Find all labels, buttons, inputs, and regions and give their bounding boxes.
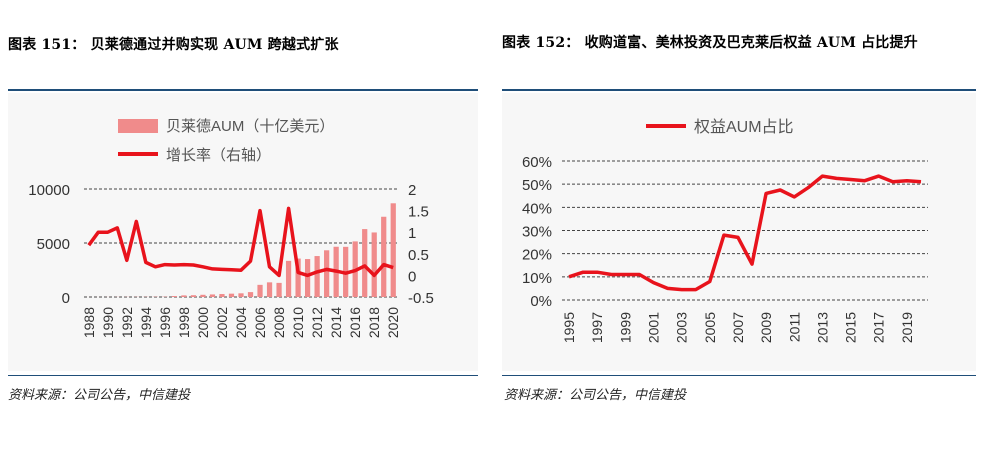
right-y-tick-label: 2 xyxy=(408,182,416,199)
right-figure-title: 图表 152： 收购道富、美林投资及巴克莱后权益 AUM 占比提升 xyxy=(502,35,918,51)
growth-rate-line xyxy=(87,206,394,278)
y-tick-label: 20% xyxy=(522,247,552,264)
x-tick-label: 2018 xyxy=(366,307,382,338)
left-source: 资料来源：公司公告，中信建投 xyxy=(8,388,191,403)
x-tick-label: 2013 xyxy=(814,312,830,343)
aum-bar xyxy=(371,232,377,297)
x-tick-label: 2010 xyxy=(290,307,306,338)
aum-bar xyxy=(304,259,311,297)
y-tick-label: 50% xyxy=(522,177,552,194)
x-tick-label: 2016 xyxy=(347,307,363,338)
x-tick-label: 1996 xyxy=(157,307,173,338)
x-tick-label: 2006 xyxy=(252,307,268,338)
right-y-tick-label: 1 xyxy=(408,225,416,242)
aum-bar xyxy=(285,260,292,297)
x-tick-label: 1988 xyxy=(81,307,97,338)
y-tick-label: 0% xyxy=(530,293,552,310)
left-figure-title: 图表 151： 贝莱德通过并购实现 AUM 跨越式扩张 xyxy=(8,37,339,53)
x-tick-label: 2007 xyxy=(730,312,746,343)
x-tick-label: 2015 xyxy=(843,312,859,343)
x-tick-label: 2012 xyxy=(309,307,325,338)
aum-bar xyxy=(257,284,263,297)
aum-bar xyxy=(266,282,273,297)
x-tick-label: 1997 xyxy=(589,312,605,343)
legend-line-label: 增长率（右轴） xyxy=(166,147,271,164)
right-y-tick-label: 1.5 xyxy=(408,204,429,221)
x-tick-label: 1992 xyxy=(119,307,135,338)
right-chart: 权益AUM占比 0% 10% 20% 30% 40% 50% 60% 1995 1997 199… xyxy=(522,118,928,343)
aum-bar xyxy=(219,294,225,297)
left-y-tick-label: 10000 xyxy=(28,182,70,199)
aum-bar xyxy=(228,293,235,297)
x-tick-label: 2014 xyxy=(328,307,344,338)
x-tick-label: 1995 xyxy=(561,312,577,343)
aum-bar xyxy=(362,229,368,297)
left-title-rule xyxy=(8,89,478,91)
x-tick-label: 2003 xyxy=(674,312,690,343)
x-tick-label: 2009 xyxy=(758,312,774,343)
legend-bar-swatch xyxy=(118,119,158,133)
right-y-tick-label: 0.5 xyxy=(408,247,429,264)
x-tick-label: 2000 xyxy=(195,307,211,338)
equity-share-line xyxy=(568,174,922,292)
left-y-tick-label: 0 xyxy=(62,290,70,307)
aum-bar xyxy=(324,250,330,297)
panel-right: 图表 152： 收购道富、美林投资及巴克莱后权益 AUM 占比提升 权益AUM占… xyxy=(496,0,981,463)
x-tick-label: 2020 xyxy=(385,307,401,338)
aum-bar xyxy=(209,294,216,297)
x-tick-label: 2002 xyxy=(214,307,230,338)
aum-bar xyxy=(200,294,206,297)
x-tick-label: 2011 xyxy=(786,312,802,342)
aum-bar xyxy=(295,258,301,297)
panel-left: 图表 151： 贝莱德通过并购实现 AUM 跨越式扩张 贝莱德AUM（十亿美元）… xyxy=(0,0,480,463)
left-bottom-rule xyxy=(8,375,478,376)
right-y-tick-label: -0.5 xyxy=(408,290,434,307)
aum-bar xyxy=(171,296,178,297)
aum-bar xyxy=(181,295,187,297)
aum-bar xyxy=(381,216,387,297)
right-bottom-rule xyxy=(502,375,976,376)
legend-bar-label: 贝莱德AUM（十亿美元） xyxy=(166,117,334,135)
x-tick-label: 1999 xyxy=(617,312,633,343)
aum-bar xyxy=(190,295,197,297)
y-tick-label: 60% xyxy=(522,154,552,171)
left-y-tick-label: 5000 xyxy=(37,236,70,253)
aum-bar xyxy=(247,292,254,297)
right-chart-background xyxy=(502,93,976,371)
x-tick-label: 1998 xyxy=(176,307,192,338)
right-title-rule xyxy=(502,89,976,91)
x-tick-label: 1994 xyxy=(138,307,154,338)
right-source: 资料来源：公司公告，中信建投 xyxy=(504,388,687,403)
left-chart-background xyxy=(8,93,478,371)
x-tick-label: 2008 xyxy=(271,307,287,338)
y-tick-label: 40% xyxy=(522,200,552,217)
x-tick-label: 2005 xyxy=(702,312,718,343)
y-tick-label: 30% xyxy=(522,224,552,241)
aum-bar xyxy=(314,256,320,297)
x-tick-label: 1990 xyxy=(100,307,116,338)
left-chart: 贝莱德AUM（十亿美元） 增长率（右轴） 0 5000 10000 -0.5 0 0.5… xyxy=(28,117,434,338)
aum-bar xyxy=(238,293,244,297)
legend-line-label: 权益AUM占比 xyxy=(694,118,794,136)
x-tick-label: 2001 xyxy=(646,312,662,343)
x-tick-label: 2017 xyxy=(871,312,887,343)
aum-bar xyxy=(390,203,396,297)
y-tick-label: 10% xyxy=(522,270,552,287)
x-tick-label: 2004 xyxy=(233,307,249,338)
right-y-tick-label: 0 xyxy=(408,268,416,285)
aum-bar xyxy=(276,282,282,297)
x-tick-label: 2019 xyxy=(899,312,915,343)
